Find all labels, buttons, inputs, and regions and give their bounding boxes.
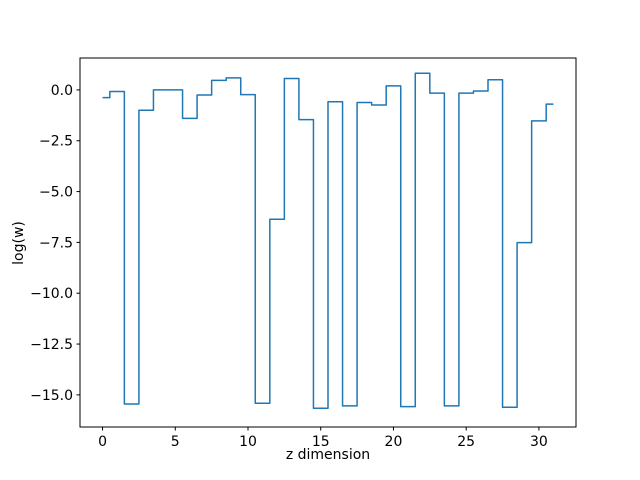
y-axis-label: log(w) xyxy=(11,221,27,265)
x-tick-label: 10 xyxy=(239,434,257,450)
y-tick-label: −2.5 xyxy=(39,134,73,150)
x-tick-label: 30 xyxy=(530,434,548,450)
x-tick-label: 20 xyxy=(385,434,403,450)
x-tick-label: 15 xyxy=(312,434,330,450)
x-tick-label: 25 xyxy=(457,434,475,450)
x-tick-label: 0 xyxy=(98,434,107,450)
y-tick-label: −12.5 xyxy=(30,337,73,353)
x-axis-label: z dimension xyxy=(285,447,371,463)
y-tick-label: −7.5 xyxy=(39,235,73,251)
y-tick-label: −15.0 xyxy=(30,388,73,404)
y-tick-label: −10.0 xyxy=(30,286,73,302)
y-tick-label: −5.0 xyxy=(39,185,73,201)
step-line xyxy=(102,72,554,410)
y-tick-label: 0.0 xyxy=(51,83,73,99)
x-tick-label: 5 xyxy=(171,434,180,450)
